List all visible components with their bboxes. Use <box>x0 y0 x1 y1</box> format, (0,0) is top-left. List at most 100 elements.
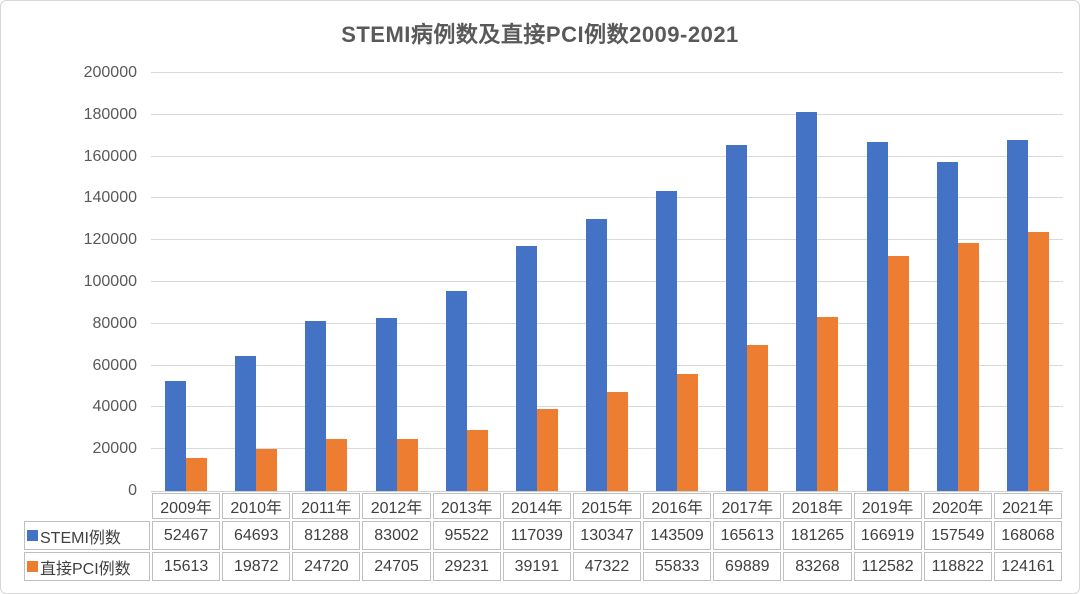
bar-STEMI例数-2014年 <box>515 246 537 491</box>
value-cell-STEMI例数-2018年: 181265 <box>783 521 852 550</box>
y-tick-label-80000: 80000 <box>92 314 138 332</box>
value-cell-直接PCI例数-2014年: 39191 <box>502 552 571 581</box>
bar-group-2010年 <box>221 73 291 491</box>
year-cell: 2021年 <box>993 493 1062 519</box>
y-tick-label-160000: 160000 <box>83 147 137 165</box>
year-cell: 2019年 <box>853 493 922 519</box>
bar-STEMI例数-2009年 <box>165 381 187 491</box>
year-cell: 2013年 <box>432 493 501 519</box>
y-tick-label-0: 0 <box>128 482 137 499</box>
value-cell-直接PCI例数-2013年: 29231 <box>432 552 501 581</box>
gridline-160000 <box>151 155 1063 157</box>
y-tick-label-180000: 180000 <box>83 105 137 123</box>
value-cell-直接PCI例数-2010年: 19872 <box>222 552 291 581</box>
bar-STEMI例数-2020年 <box>936 161 958 491</box>
value-cell-STEMI例数-2019年: 166919 <box>853 521 922 550</box>
gridline-180000 <box>151 113 1063 115</box>
legend-key-icon <box>27 530 38 541</box>
value-cell-直接PCI例数-2020年: 118822 <box>923 552 992 581</box>
legend-cell-直接PCI例数: 直接PCI例数 <box>24 552 150 581</box>
bar-STEMI例数-2019年 <box>866 142 888 491</box>
plot-area <box>151 72 1063 492</box>
bar-STEMI例数-2021年 <box>1006 139 1028 491</box>
bar-group-2013年 <box>432 73 502 491</box>
chart-title: STEMI病例数及直接PCI例数2009-2021 <box>341 22 739 47</box>
value-cell-直接PCI例数-2016年: 55833 <box>643 552 712 581</box>
year-cell: 2017年 <box>713 493 782 519</box>
bar-直接PCI例数-2016年 <box>677 374 699 491</box>
value-cell-STEMI例数-2010年: 64693 <box>222 521 291 550</box>
legend-label: 直接PCI例数 <box>40 560 131 578</box>
bar-group-2016年 <box>642 73 712 491</box>
year-cell: 2009年 <box>152 493 221 519</box>
legend-key-icon <box>27 561 38 572</box>
bar-STEMI例数-2012年 <box>375 317 397 491</box>
bar-直接PCI例数-2013年 <box>466 429 488 491</box>
year-cell: 2011年 <box>292 493 361 519</box>
value-cell-STEMI例数-2009年: 52467 <box>152 521 221 550</box>
y-axis: 0 20000 40000 60000 80000 100000 120000 140000 1… <box>1 64 142 499</box>
bar-直接PCI例数-2011年 <box>326 439 348 491</box>
y-tick-label-20000: 20000 <box>92 440 138 458</box>
bar-STEMI例数-2011年 <box>305 321 327 491</box>
bar-group-2009年 <box>151 73 221 491</box>
bar-直接PCI例数-2021年 <box>1027 231 1049 491</box>
value-cell-STEMI例数-2021年: 168068 <box>993 521 1062 550</box>
bar-直接PCI例数-2010年 <box>256 449 278 491</box>
bar-直接PCI例数-2017年 <box>747 344 769 491</box>
value-cell-直接PCI例数-2015年: 47322 <box>572 552 642 581</box>
y-tick-label-40000: 40000 <box>92 398 138 416</box>
value-cell-STEMI例数-2020年: 157549 <box>923 521 992 550</box>
bar-STEMI例数-2016年 <box>656 191 678 491</box>
bar-group-2019年 <box>853 73 923 491</box>
gridline-140000 <box>151 197 1063 199</box>
value-cell-STEMI例数-2016年: 143509 <box>643 521 712 550</box>
y-tick-label-120000: 120000 <box>83 231 137 249</box>
year-cell: 2016年 <box>643 493 712 519</box>
value-cell-直接PCI例数-2021年: 124161 <box>993 552 1062 581</box>
table-corner-cell <box>24 493 150 517</box>
bar-group-2018年 <box>782 73 852 491</box>
y-tick-label-140000: 140000 <box>83 189 137 207</box>
bar-直接PCI例数-2019年 <box>887 255 909 491</box>
value-cell-直接PCI例数-2019年: 112582 <box>853 552 922 581</box>
bar-group-2017年 <box>712 73 782 491</box>
legend-label: STEMI例数 <box>40 529 121 547</box>
value-cell-直接PCI例数-2012年: 24705 <box>362 552 431 581</box>
value-cell-STEMI例数-2012年: 83002 <box>362 521 431 550</box>
bar-group-2012年 <box>361 73 431 491</box>
value-cell-直接PCI例数-2017年: 69889 <box>713 552 782 581</box>
year-cell: 2012年 <box>362 493 431 519</box>
value-cell-直接PCI例数-2011年: 24720 <box>292 552 361 581</box>
bar-直接PCI例数-2012年 <box>396 439 418 491</box>
bar-直接PCI例数-2018年 <box>817 316 839 491</box>
bar-直接PCI例数-2020年 <box>957 242 979 491</box>
value-cell-STEMI例数-2014年: 117039 <box>502 521 571 550</box>
bar-STEMI例数-2015年 <box>586 218 608 491</box>
y-tick-label-200000: 200000 <box>83 64 137 81</box>
value-cell-STEMI例数-2017年: 165613 <box>713 521 782 550</box>
bar-直接PCI例数-2009年 <box>186 458 208 491</box>
year-cell: 2020年 <box>923 493 992 519</box>
bar-STEMI例数-2013年 <box>445 291 467 491</box>
x-axis-line <box>151 491 1063 492</box>
bar-group-2015年 <box>572 73 642 491</box>
bar-直接PCI例数-2014年 <box>536 409 558 491</box>
legend-cell-STEMI例数: STEMI例数 <box>24 521 150 550</box>
value-cell-STEMI例数-2015年: 130347 <box>572 521 642 550</box>
gridline-200000 <box>151 72 1063 73</box>
year-cell: 2010年 <box>222 493 291 519</box>
year-cell: 2014年 <box>502 493 571 519</box>
value-cell-直接PCI例数-2018年: 83268 <box>783 552 852 581</box>
year-cell: 2015年 <box>572 493 642 519</box>
y-tick-label-60000: 60000 <box>92 356 138 374</box>
value-cell-STEMI例数-2013年: 95522 <box>432 521 501 550</box>
bar-group-2011年 <box>291 73 361 491</box>
bar-STEMI例数-2017年 <box>726 144 748 491</box>
bar-STEMI例数-2018年 <box>796 112 818 491</box>
data-table: 2009年 2010年 2011年 2012年 2013年 2014年 2015年 2016年… <box>24 493 1062 581</box>
value-cell-直接PCI例数-2009年: 15613 <box>152 552 221 581</box>
y-tick-label-100000: 100000 <box>83 273 137 290</box>
value-cell-STEMI例数-2011年: 81288 <box>292 521 361 550</box>
